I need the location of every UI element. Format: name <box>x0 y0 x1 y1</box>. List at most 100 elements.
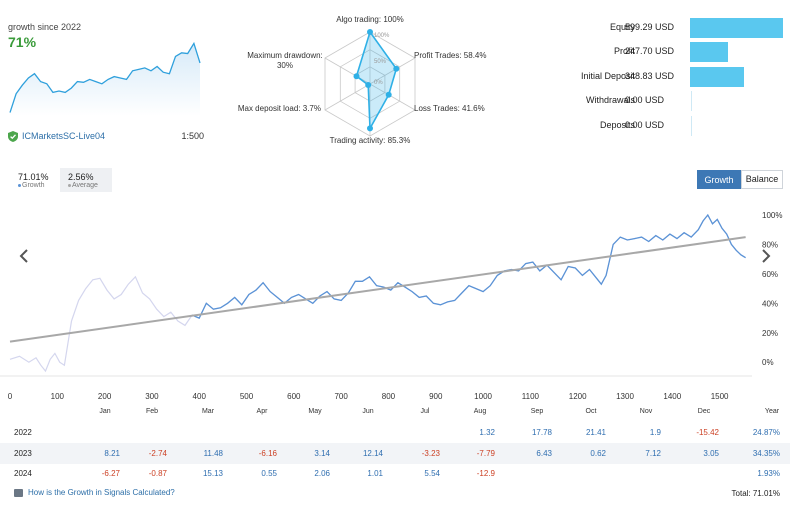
x-tick-label: 200 <box>98 392 112 401</box>
radar-spoke <box>369 83 416 111</box>
total-growth: Total: 71.01% <box>731 489 780 498</box>
x-tick-label: 800 <box>382 392 396 401</box>
mini-line <box>9 41 201 113</box>
year-label: 2024 <box>14 469 32 478</box>
x-tick-label: 300 <box>145 392 159 401</box>
month-value: 0.55 <box>261 469 277 478</box>
month-header: Dec <box>697 408 711 415</box>
stat-bar <box>691 91 692 111</box>
table-row: 2024 -6.27 -0.87 15.13 0.55 2.06 1.01 5.54 -12.9… <box>0 463 790 484</box>
stat-bar <box>690 18 783 38</box>
month-header: Sep <box>530 408 544 415</box>
month-header: Oct <box>585 408 597 415</box>
legend-average[interactable]: 2.56% Average <box>60 168 112 192</box>
y-tick-label: 60% <box>762 270 778 279</box>
month-value: 3.05 <box>703 449 719 458</box>
stat-bar <box>690 42 729 62</box>
account-server-link[interactable]: ICMarketsSC-Live04 <box>22 131 106 141</box>
month-header: Mar <box>201 408 215 415</box>
growth-calculation-link[interactable]: How is the Growth in Signals Calculated? <box>28 488 175 497</box>
x-tick-label: 1500 <box>711 392 729 401</box>
x-tick-label: 100 <box>51 392 65 401</box>
month-header: Jul <box>420 408 430 415</box>
growth-line <box>191 213 746 319</box>
stat-value: 599.29 USD <box>625 22 675 32</box>
dot-icon <box>68 184 71 187</box>
x-tick-label: 1300 <box>616 392 634 401</box>
stat-value: 348.83 USD <box>625 71 675 81</box>
radar-axis-label: Max deposit load: 3.7% <box>238 104 321 113</box>
month-value: 15.13 <box>202 469 223 478</box>
year-label: 2023 <box>14 449 32 458</box>
month-value: -0.87 <box>148 469 167 478</box>
radar-axis-label: Profit Trades: 58.4% <box>414 51 486 60</box>
month-value: -3.23 <box>421 449 440 458</box>
radar-axis-label: Loss Trades: 41.6% <box>414 104 485 113</box>
stat-profit: Profit 247.70 USD <box>530 42 785 62</box>
radar-spoke <box>324 83 371 111</box>
radar-point <box>353 73 360 80</box>
stat-value: 0.00 USD <box>625 120 665 130</box>
y-tick-label: 100% <box>762 211 782 220</box>
info-icon <box>14 489 23 497</box>
radar-axis-label: 30% <box>277 61 293 70</box>
month-value: -7.79 <box>476 449 495 458</box>
average-trend-line <box>9 236 746 343</box>
y-tick-label: 20% <box>762 329 778 338</box>
balance-toggle-button[interactable]: Balance <box>741 170 783 189</box>
chevron-right-icon[interactable] <box>762 249 771 263</box>
x-tick-label: 500 <box>240 392 254 401</box>
month-value: 1.9 <box>649 428 661 437</box>
stat-label: Deposits <box>599 120 635 130</box>
x-tick-label: 1400 <box>663 392 681 401</box>
x-tick-label: 400 <box>193 392 207 401</box>
y-tick-label: 0% <box>762 358 774 367</box>
month-value: 6.43 <box>536 449 552 458</box>
radar-point <box>365 82 372 88</box>
mini-growth-chart <box>9 41 201 116</box>
radar-point <box>367 125 373 132</box>
stat-deposits: Deposits 0.00 USD <box>530 116 785 136</box>
month-value: 5.54 <box>424 469 440 478</box>
average-legend-label: Average <box>72 182 98 189</box>
stat-initial-deposit: Initial Deposit 348.83 USD <box>530 67 785 87</box>
month-value: 11.48 <box>203 449 223 458</box>
radar-chart: 100% 50% 0% Algo trading: 100% Profit Trades… <box>238 15 487 145</box>
stat-equity: Equity 599.29 USD <box>530 18 785 38</box>
radar-spoke <box>324 57 371 85</box>
year-total-header: Year <box>764 408 780 415</box>
month-value: 21.41 <box>585 428 606 437</box>
stat-value: 0.00 USD <box>625 95 665 105</box>
y-tick-label: 80% <box>762 240 778 249</box>
growth-chart: 0 100 200 300 400 500 600 700 800 900 1000 1100 1200… <box>0 211 782 401</box>
legend-growth[interactable]: 71.01% Growth <box>10 168 55 192</box>
y-tick-label: 40% <box>762 299 778 308</box>
month-value: 12.14 <box>362 449 383 458</box>
month-value: -2.74 <box>148 449 167 458</box>
month-value: 2.06 <box>314 469 330 478</box>
radar-axis-label: Algo trading: 100% <box>336 15 404 24</box>
growth-legend-label: Growth <box>22 182 45 189</box>
radar-axis-label: Trading activity: 85.3% <box>330 136 411 145</box>
radar-spoke <box>369 57 416 85</box>
month-value: 0.62 <box>590 449 606 458</box>
growth-total-value: 71.01% <box>18 172 49 182</box>
stat-bar <box>690 67 745 87</box>
year-label: 2022 <box>14 428 32 437</box>
growth-toggle-button[interactable]: Growth <box>697 170 741 189</box>
month-header: May <box>308 408 322 415</box>
leverage-value: 1:500 <box>181 131 204 141</box>
month-value: 3.14 <box>314 449 330 458</box>
average-value: 2.56% <box>68 172 94 182</box>
account-row: ICMarketsSC-Live04 1:500 <box>8 131 204 143</box>
mini-area <box>10 43 200 116</box>
year-total: 1.93% <box>757 469 780 478</box>
month-value: -12.9 <box>476 469 495 478</box>
shield-check-icon <box>8 131 18 142</box>
chevron-left-icon[interactable] <box>19 249 28 263</box>
stat-label: Initial Deposit <box>580 71 635 81</box>
month-value: 1.01 <box>367 469 383 478</box>
stat-label: Profit <box>613 46 635 56</box>
month-value: -6.27 <box>101 469 120 478</box>
growth-value: 71% <box>8 34 37 50</box>
